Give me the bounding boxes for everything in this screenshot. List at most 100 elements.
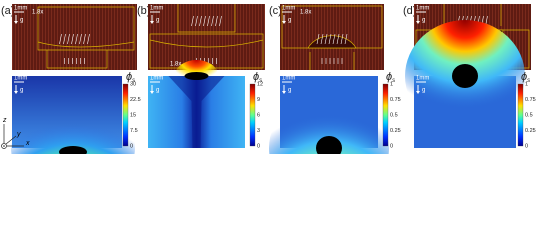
flow-arrow xyxy=(340,33,344,45)
yellow-outline xyxy=(149,4,264,69)
gravity-label: g xyxy=(156,18,159,24)
colorbar-subscript: s xyxy=(527,78,530,84)
colorbar-tick-label: 0 xyxy=(390,143,393,149)
particle xyxy=(316,136,342,154)
page: (a) 1mm g 1.8x 1mm g ϕs 30 22.5 15 7.5 0 (b) 1mm g 1.8x… xyxy=(1,4,536,154)
gravity-arrowhead xyxy=(416,21,420,24)
colorbar-title: ϕs xyxy=(386,71,395,84)
colorbar-tick-label: 1 xyxy=(525,81,528,87)
particle-cap xyxy=(307,35,357,49)
flow-arrow xyxy=(79,33,82,45)
gravity-label: g xyxy=(20,88,23,94)
colorbar-tick-label: 15 xyxy=(130,112,136,118)
scale-label: 1mm xyxy=(14,6,27,12)
colorbar-tick-label: 30 xyxy=(130,81,136,87)
axis-y-label: y xyxy=(16,131,21,138)
panel-label: (a) xyxy=(1,5,14,17)
axis-x-label: x xyxy=(25,140,30,147)
colorbar-title: ϕs xyxy=(126,71,135,84)
yellow-outline xyxy=(281,5,383,70)
flow-arrow xyxy=(195,15,198,27)
colorbar-tick-label: 0 xyxy=(525,143,528,149)
flow-arrow xyxy=(332,33,336,45)
yellow-outline xyxy=(37,6,135,69)
gravity-arrowhead xyxy=(282,91,286,94)
colorbar-tick-label: 6 xyxy=(257,112,260,118)
flow-arrow xyxy=(328,33,332,45)
colorbar xyxy=(517,83,524,147)
photo xyxy=(12,4,137,70)
gravity-label: g xyxy=(156,88,159,94)
gravity-label: g xyxy=(288,88,291,94)
gravity-arrowhead xyxy=(14,91,18,94)
panel-label: (c) xyxy=(269,5,282,17)
flow-arrow xyxy=(336,33,340,45)
colorbar-tick-label: 0.5 xyxy=(390,112,398,118)
flow-arrow xyxy=(67,33,70,45)
magnification-label: 1.8x xyxy=(170,62,181,68)
flow-arrow xyxy=(203,15,206,27)
colorbar-tick-label: 1 xyxy=(390,81,393,87)
gravity-arrowhead xyxy=(150,91,154,94)
colorbar-tick-label: 0.25 xyxy=(525,128,536,134)
colorbar-tick-label: 0.5 xyxy=(525,112,533,118)
particle xyxy=(452,64,478,88)
colorbar-title: ϕs xyxy=(253,71,262,84)
scale-label: 1mm xyxy=(14,76,27,82)
gravity-label: g xyxy=(288,18,291,24)
colorbar xyxy=(249,83,256,147)
axis-origin xyxy=(1,143,7,149)
colorbar-tick-label: 0.25 xyxy=(390,128,401,134)
scale-label: 1mm xyxy=(416,76,429,82)
flow-arrow xyxy=(215,15,218,27)
flow-arrow xyxy=(207,15,210,27)
scale-label: 1mm xyxy=(282,6,295,12)
magnification-label: 1.8x xyxy=(32,10,43,16)
flow-arrow xyxy=(219,15,222,27)
axis-origin-dot xyxy=(3,145,5,147)
gravity-arrowhead xyxy=(416,91,420,94)
flow-arrow xyxy=(191,15,194,27)
colorbar-tick-label: 0.75 xyxy=(525,97,536,103)
particle xyxy=(184,72,209,80)
gravity-arrowhead xyxy=(14,21,18,24)
colorbar-tick-label: 9 xyxy=(257,97,260,103)
flow-arrow xyxy=(71,33,74,45)
panel-label: (d) xyxy=(403,5,416,17)
gravity-label: g xyxy=(422,88,425,94)
colorbar-tick-label: 12 xyxy=(257,81,263,87)
gravity-label: g xyxy=(20,18,23,24)
heatmap-wake xyxy=(168,76,225,148)
colorbar-subscript: s xyxy=(259,78,262,84)
photo xyxy=(148,4,265,70)
flow-arrow xyxy=(83,33,86,45)
axis-y xyxy=(5,135,17,145)
flow-arrow xyxy=(199,15,202,27)
scale-label: 1mm xyxy=(150,76,163,82)
flow-arrow xyxy=(75,33,78,45)
colorbar-title: ϕs xyxy=(521,71,530,84)
flow-arrow xyxy=(211,15,214,27)
scale-label: 1mm xyxy=(282,76,295,82)
gravity-arrowhead xyxy=(150,21,154,24)
flow-arrow xyxy=(316,33,320,45)
colorbar-tick-label: 0 xyxy=(257,143,260,149)
colorbar-tick-label: 3 xyxy=(257,128,260,134)
yellow-curve xyxy=(37,41,135,48)
yellow-curve xyxy=(149,39,264,48)
colorbar xyxy=(382,83,389,147)
heatmap-hot xyxy=(269,92,389,154)
heatmap-hot xyxy=(11,100,135,154)
axis-z-label: z xyxy=(2,117,7,124)
gravity-arrowhead xyxy=(282,21,286,24)
gravity-label: g xyxy=(422,18,425,24)
flow-arrow xyxy=(320,33,324,45)
colorbar-tick-label: 0 xyxy=(130,143,133,149)
colorbar-subscript: s xyxy=(392,78,395,84)
colorbar-subscript: s xyxy=(132,78,135,84)
scale-label: 1mm xyxy=(416,6,429,12)
flow-arrow xyxy=(59,33,62,45)
colorbar xyxy=(122,83,129,147)
colorbar-tick-label: 7.5 xyxy=(130,128,138,134)
